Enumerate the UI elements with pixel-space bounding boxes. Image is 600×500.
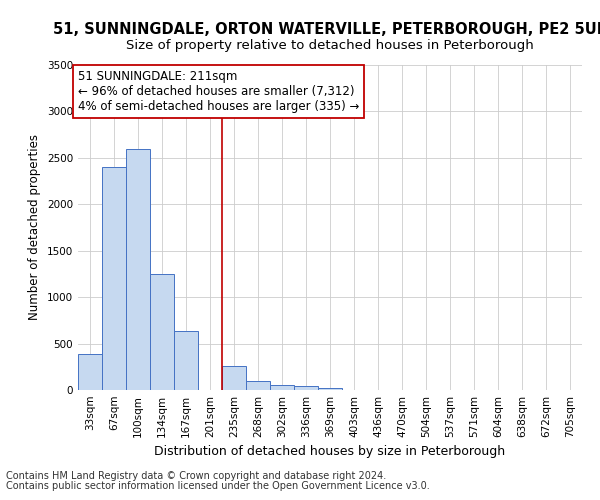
Bar [174,330,198,390]
X-axis label: Distribution of detached houses by size in Peterborough: Distribution of detached houses by size … [154,446,506,458]
Text: Contains public sector information licensed under the Open Government Licence v3: Contains public sector information licen… [6,481,430,491]
Bar [270,385,294,390]
Bar [150,274,174,390]
Bar [294,386,318,390]
Bar [78,354,102,390]
Y-axis label: Number of detached properties: Number of detached properties [28,134,41,320]
Bar [222,366,246,390]
Bar [102,167,126,390]
Text: Contains HM Land Registry data © Crown copyright and database right 2024.: Contains HM Land Registry data © Crown c… [6,471,386,481]
Text: 51, SUNNINGDALE, ORTON WATERVILLE, PETERBOROUGH, PE2 5UB: 51, SUNNINGDALE, ORTON WATERVILLE, PETER… [53,22,600,38]
Bar [126,148,150,390]
Text: 51 SUNNINGDALE: 211sqm
← 96% of detached houses are smaller (7,312)
4% of semi-d: 51 SUNNINGDALE: 211sqm ← 96% of detached… [78,70,359,113]
Text: Size of property relative to detached houses in Peterborough: Size of property relative to detached ho… [126,39,534,52]
Bar [318,388,342,390]
Bar [246,380,270,390]
